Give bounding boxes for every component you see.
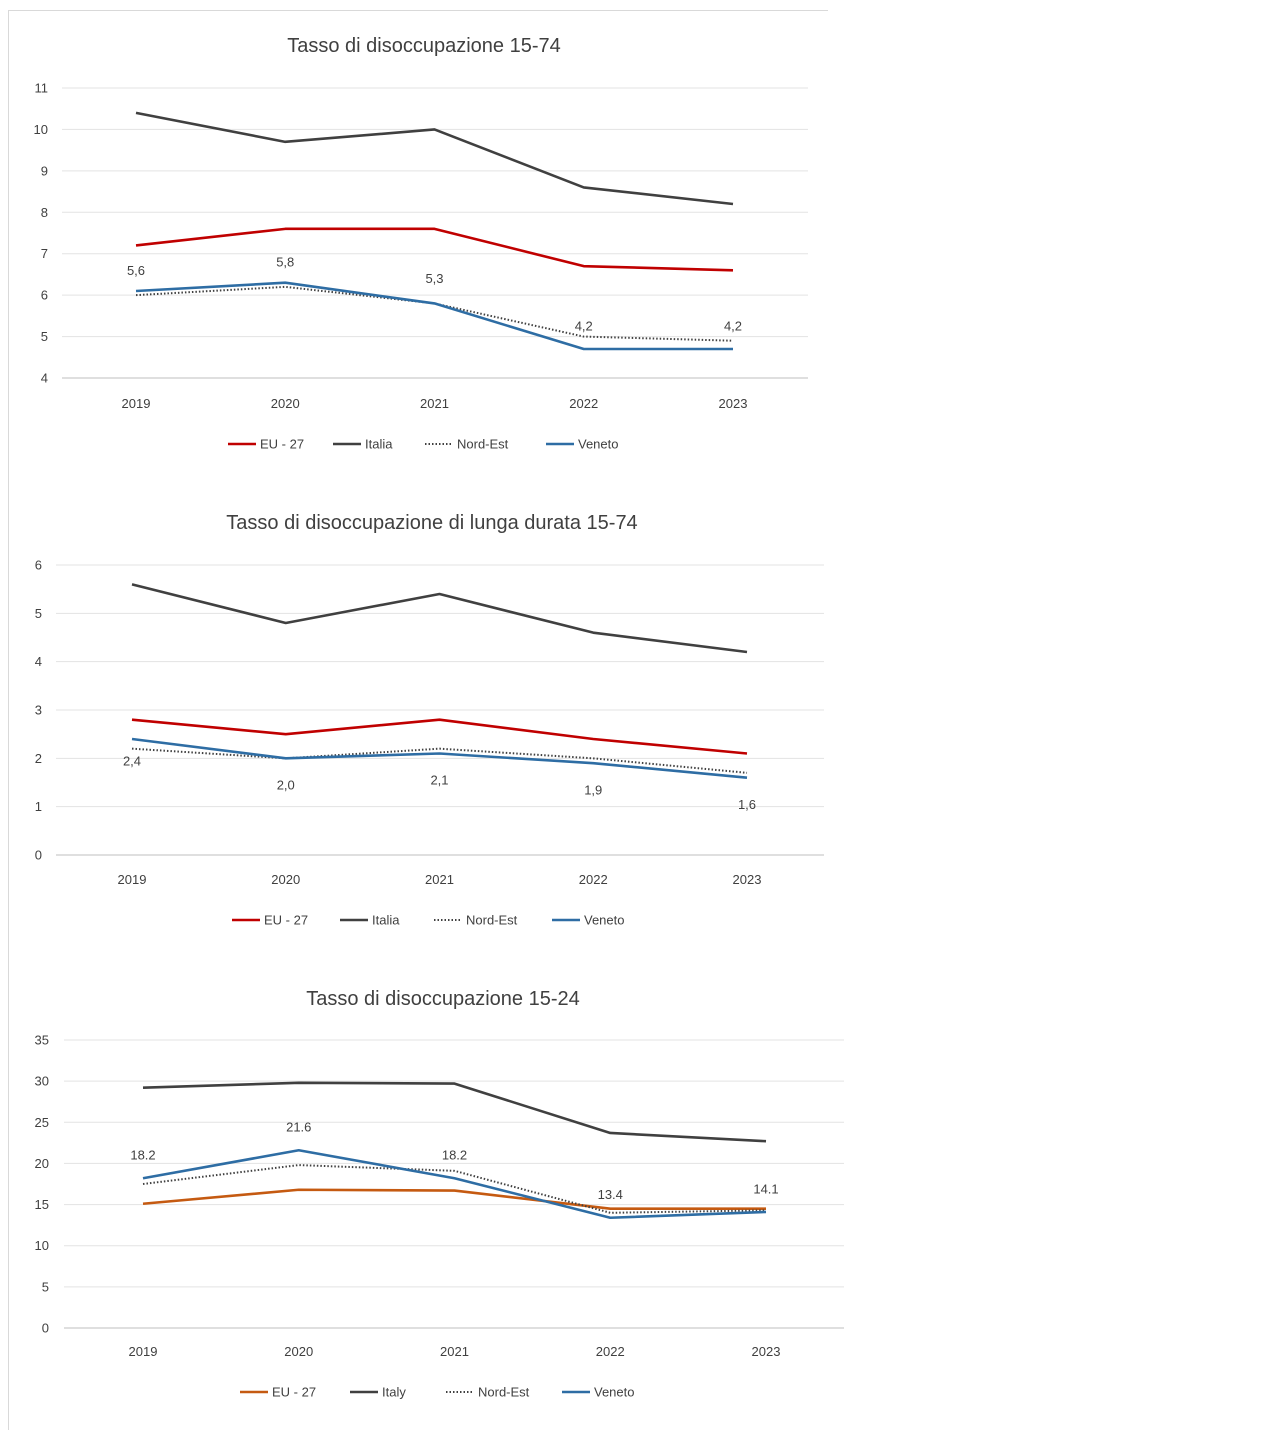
y-tick-label: 9 bbox=[41, 163, 48, 178]
data-label: 1,9 bbox=[584, 782, 602, 797]
legend-label: Italia bbox=[365, 437, 393, 452]
data-label: 18.2 bbox=[442, 1148, 467, 1163]
x-tick-label: 2021 bbox=[440, 1344, 469, 1359]
chart-2: Tasso di disoccupazione di lunga durata … bbox=[35, 512, 824, 928]
data-label: 4,2 bbox=[575, 319, 593, 334]
series-line-italy bbox=[142, 1081, 767, 1143]
y-tick-label: 0 bbox=[35, 848, 42, 863]
legend-label: Veneto bbox=[584, 913, 625, 928]
y-tick-label: 6 bbox=[41, 288, 48, 303]
legend-label: Veneto bbox=[578, 437, 619, 452]
chart-3: Tasso di disoccupazione 15-24 0 5 10 15 20 25 3… bbox=[35, 988, 844, 1400]
y-tick-label: 5 bbox=[42, 1279, 49, 1294]
data-label: 5,6 bbox=[127, 263, 145, 278]
series-line-eu-27 bbox=[135, 227, 734, 272]
y-tick-label: 2 bbox=[35, 751, 42, 766]
legend: EU - 27 Italia Nord-Est Veneto bbox=[232, 913, 625, 928]
data-label: 5,3 bbox=[425, 271, 443, 286]
series-line-eu-27 bbox=[142, 1188, 766, 1210]
x-tick-label: 2020 bbox=[271, 872, 300, 887]
legend-label: Nord-Est bbox=[466, 913, 518, 928]
x-tick-label: 2022 bbox=[596, 1344, 625, 1359]
y-tick-label: 4 bbox=[41, 371, 48, 386]
legend-label: EU - 27 bbox=[260, 437, 304, 452]
y-tick-label: 25 bbox=[35, 1115, 49, 1130]
series-line-nord-est bbox=[142, 1164, 767, 1214]
y-tick-label: 5 bbox=[41, 329, 48, 344]
legend-label: Italy bbox=[382, 1385, 406, 1400]
y-tick-label: 10 bbox=[35, 1238, 49, 1253]
y-tick-label: 0 bbox=[42, 1321, 49, 1336]
y-tick-label: 3 bbox=[35, 703, 42, 718]
x-tick-label: 2020 bbox=[271, 396, 300, 411]
y-tick-label: 35 bbox=[35, 1033, 49, 1048]
data-label: 2,0 bbox=[277, 777, 295, 792]
legend: EU - 27 Italy Nord-Est Veneto bbox=[240, 1385, 635, 1400]
data-label: 4,2 bbox=[724, 319, 742, 334]
data-label: 13.4 bbox=[598, 1187, 623, 1202]
data-label: 14.1 bbox=[753, 1181, 778, 1196]
y-tick-label: 10 bbox=[34, 122, 48, 137]
page-frame-top bbox=[8, 10, 828, 11]
x-tick-label: 2022 bbox=[579, 872, 608, 887]
y-tick-label: 11 bbox=[35, 81, 49, 96]
series-line-italia bbox=[131, 583, 748, 654]
x-tick-label: 2019 bbox=[129, 1344, 158, 1359]
data-label: 18.2 bbox=[130, 1148, 155, 1163]
y-tick-label: 5 bbox=[35, 606, 42, 621]
series-line-eu-27 bbox=[131, 718, 748, 755]
x-tick-label: 2019 bbox=[118, 872, 147, 887]
x-tick-label: 2022 bbox=[569, 396, 598, 411]
legend-label: Nord-Est bbox=[457, 437, 509, 452]
series-line-italia bbox=[135, 111, 734, 206]
x-tick-label: 2020 bbox=[284, 1344, 313, 1359]
data-label: 2,1 bbox=[430, 773, 448, 788]
y-tick-label: 1 bbox=[35, 799, 42, 814]
x-tick-label: 2023 bbox=[719, 396, 748, 411]
x-tick-label: 2021 bbox=[420, 396, 449, 411]
legend-label: Veneto bbox=[594, 1385, 635, 1400]
x-tick-label: 2023 bbox=[752, 1344, 781, 1359]
data-label: 21.6 bbox=[286, 1120, 311, 1135]
data-label: 5,8 bbox=[276, 255, 294, 270]
legend-label: EU - 27 bbox=[272, 1385, 316, 1400]
legend-label: Nord-Est bbox=[478, 1385, 530, 1400]
data-label: 2,4 bbox=[123, 753, 141, 768]
y-tick-label: 20 bbox=[35, 1156, 49, 1171]
y-tick-label: 8 bbox=[41, 205, 48, 220]
legend: EU - 27 Italia Nord-Est Veneto bbox=[228, 437, 619, 452]
y-tick-label: 7 bbox=[41, 246, 48, 261]
chart-1: Tasso di disoccupazione 15-74 4 5 6 7 8 9 10 11 2… bbox=[34, 35, 808, 452]
series-line-veneto bbox=[131, 737, 748, 779]
legend-label: Italia bbox=[372, 913, 400, 928]
chart-title: Tasso di disoccupazione 15-74 bbox=[287, 35, 561, 57]
legend-label: EU - 27 bbox=[264, 913, 308, 928]
chart-title: Tasso di disoccupazione 15-24 bbox=[306, 988, 580, 1010]
x-tick-label: 2023 bbox=[733, 872, 762, 887]
y-tick-label: 4 bbox=[35, 654, 42, 669]
series-line-veneto bbox=[135, 281, 733, 351]
y-tick-label: 15 bbox=[35, 1197, 49, 1212]
y-tick-label: 6 bbox=[35, 558, 42, 573]
series-line-nord-est bbox=[131, 747, 748, 774]
data-label: 1,6 bbox=[738, 797, 756, 812]
x-tick-label: 2019 bbox=[122, 396, 151, 411]
chart-title: Tasso di disoccupazione di lunga durata … bbox=[226, 512, 637, 534]
series-line-veneto bbox=[142, 1148, 767, 1220]
x-tick-label: 2021 bbox=[425, 872, 454, 887]
page-frame-left bbox=[8, 10, 9, 1430]
y-tick-label: 30 bbox=[35, 1074, 49, 1089]
